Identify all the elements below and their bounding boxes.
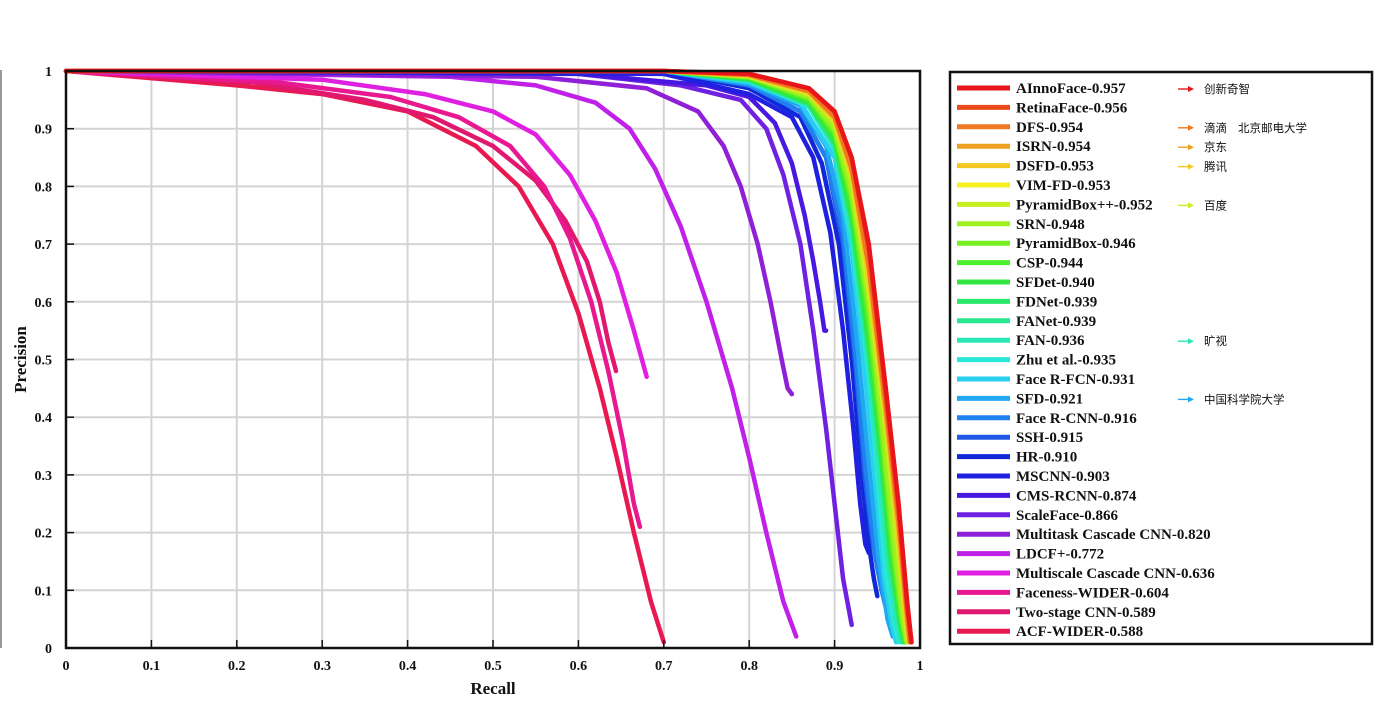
annotation-arrow-head [1188, 86, 1194, 92]
legend-entry-label: DSFD-0.953 [1016, 159, 1094, 175]
legend-entry-label: HR-0.910 [1016, 450, 1077, 466]
annotation-arrow-head [1188, 144, 1194, 151]
legend-entry-label: Faceness-WIDER-0.604 [1016, 585, 1169, 601]
legend-entry-label: MSCNN-0.903 [1016, 469, 1110, 485]
annotation-arrow-head [1188, 202, 1194, 209]
x-tick-label: 0 [63, 659, 70, 674]
legend-annotation: 旷视 [1204, 334, 1227, 348]
y-tick-label: 1 [45, 65, 52, 80]
y-tick-label: 0.1 [35, 584, 53, 599]
grid-lines [66, 71, 920, 648]
x-tick-label: 1 [917, 659, 924, 674]
legend-entry-label: ScaleFace-0.866 [1016, 508, 1119, 524]
legend-entry-label: Face R-FCN-0.931 [1016, 372, 1135, 388]
legend-entry-label: SRN-0.948 [1016, 217, 1085, 233]
legend-entry-label: SFD-0.921 [1016, 391, 1083, 407]
legend-entry-label: FAN-0.936 [1016, 333, 1085, 349]
y-tick-label: 0.7 [35, 238, 53, 253]
legend-entry-label: LDCF+-0.772 [1016, 547, 1104, 563]
legend-annotation: 百度 [1204, 198, 1227, 212]
legend-entry-label: Face R-CNN-0.916 [1016, 411, 1137, 427]
y-tick-label: 0 [45, 642, 52, 657]
x-tick-label: 0.9 [826, 659, 844, 674]
axes: 0 0.1 0.2 0.3 0.4 0.5 0.6 0.7 0.8 0.9 1 0 0.1 0.2 0.3 0… [35, 65, 924, 674]
series-line [63, 68, 799, 639]
legend-entry-label: AInnoFace-0.957 [1016, 81, 1126, 97]
series-line [63, 68, 895, 639]
series-line [63, 68, 854, 628]
series-line [63, 68, 880, 599]
series-line [63, 68, 649, 380]
legend-entry-label: Zhu et al.-0.935 [1016, 353, 1116, 369]
legend-entry-label: PyramidBox++-0.952 [1016, 197, 1153, 213]
legend-entry-label: CMS-RCNN-0.874 [1016, 488, 1137, 504]
series-line [63, 68, 795, 397]
legend-entry-label: RetinaFace-0.956 [1016, 100, 1128, 116]
x-tick-label: 0.8 [740, 659, 758, 674]
y-axis-label: Precision [11, 326, 30, 393]
legend: AInnoFace-0.957 创新奇智 RetinaFace-0.956 DFS-0… [948, 70, 1374, 646]
legend-entry-label: DFS-0.954 [1016, 120, 1084, 136]
annotation-arrow-head [1188, 124, 1194, 131]
x-tick-label: 0.2 [228, 659, 246, 674]
legend-entry-label: ISRN-0.954 [1016, 139, 1091, 155]
series-line [63, 68, 667, 645]
y-tick-label: 0.6 [35, 296, 53, 311]
y-tick-label: 0.4 [35, 411, 53, 426]
y-tick-label: 0.2 [35, 527, 53, 542]
legend-annotation: 京东 [1204, 140, 1227, 154]
legend-annotation: 腾讯 [1204, 160, 1227, 174]
legend-entry-label: Two-stage CNN-0.589 [1016, 605, 1156, 621]
curve-layer [63, 68, 914, 645]
legend-annotation: 创新奇智 [1204, 82, 1250, 96]
legend-frame [948, 70, 1374, 646]
y-tick-label: 0.3 [35, 469, 53, 484]
x-tick-label: 0.3 [313, 659, 331, 674]
legend-entry-label: Multiscale Cascade CNN-0.636 [1016, 566, 1215, 582]
x-tick-label: 0.7 [655, 659, 673, 674]
series-line [63, 68, 884, 593]
y-tick-label: 0.8 [35, 180, 53, 195]
legend-entry-label: SFDet-0.940 [1016, 275, 1095, 291]
series-line [63, 68, 872, 556]
legend-annotation: 中国科学院大学 [1204, 392, 1285, 406]
annotation-arrow-head [1188, 338, 1194, 345]
series-line [63, 68, 619, 374]
legend-entry-label: ACF-WIDER-0.588 [1016, 624, 1143, 640]
legend-entry-label: FANet-0.939 [1016, 314, 1096, 330]
y-tick-label: 0.9 [35, 123, 53, 138]
series-line [63, 68, 914, 645]
x-axis-label: Recall [470, 679, 516, 698]
series-line [63, 68, 643, 530]
legend-annotation: 滴滴 北京邮电大学 [1204, 121, 1307, 135]
y-tick-label: 0.5 [35, 354, 53, 369]
legend-entry-label: FDNet-0.939 [1016, 294, 1097, 310]
legend-entry-label: PyramidBox-0.946 [1016, 236, 1136, 252]
legend-entry-label: VIM-FD-0.953 [1016, 178, 1111, 194]
x-tick-label: 0.1 [143, 659, 161, 674]
legend-entry-label: Multitask Cascade CNN-0.820 [1016, 527, 1211, 543]
legend-entry-label: CSP-0.944 [1016, 256, 1084, 272]
series-line [63, 68, 829, 333]
x-tick-label: 0.6 [570, 659, 588, 674]
legend-entry-label: SSH-0.915 [1016, 430, 1083, 446]
annotation-arrow-head [1188, 396, 1194, 403]
annotation-arrow-head [1188, 163, 1194, 170]
x-tick-label: 0.5 [484, 659, 502, 674]
x-tick-label: 0.4 [399, 659, 417, 674]
